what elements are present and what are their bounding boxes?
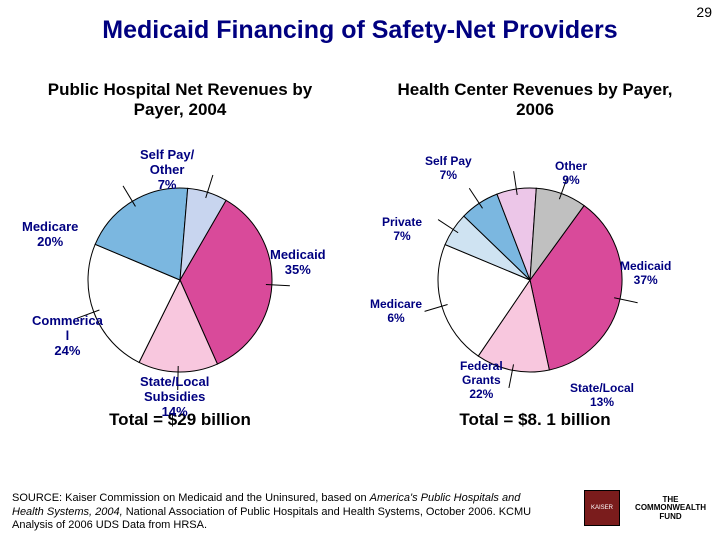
chart-right-pie <box>0 0 720 540</box>
commonwealth-fund-logo: THECOMMONWEALTHFUND <box>635 496 706 522</box>
slide: 29 Medicaid Financing of Safety-Net Prov… <box>0 0 720 540</box>
label-left-medicaid: Medicaid35% <box>270 248 326 278</box>
label-left-commercial: Commerical24% <box>32 314 103 359</box>
label-left-statelocal: State/LocalSubsidies14% <box>140 375 209 420</box>
label-right-medicare: Medicare6% <box>370 298 422 326</box>
label-right-medicaid: Medicaid37% <box>620 260 671 288</box>
label-left-medicare: Medicare20% <box>22 220 78 250</box>
label-right-statelocal: State/Local13% <box>570 382 634 410</box>
kaiser-logo: KAISER <box>584 490 620 526</box>
label-left-selfpay: Self Pay/Other7% <box>140 148 194 193</box>
label-right-selfpay: Self Pay7% <box>425 155 472 183</box>
chart-right-total: Total = $8. 1 billion <box>385 410 685 430</box>
source-text: SOURCE: Kaiser Commission on Medicaid an… <box>12 492 542 532</box>
label-right-federal: FederalGrants22% <box>460 360 503 401</box>
label-right-other: Other9% <box>555 160 587 188</box>
label-right-private: Private7% <box>382 216 422 244</box>
